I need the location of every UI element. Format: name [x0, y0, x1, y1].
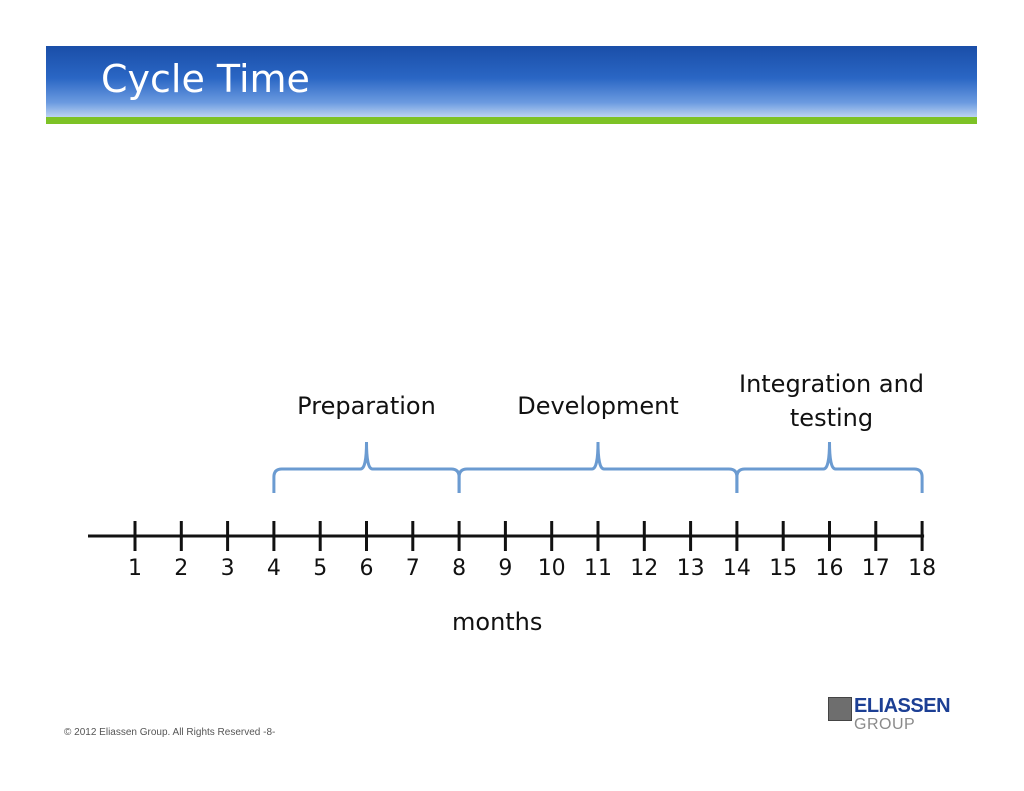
- tick-label-5: 5: [313, 556, 328, 581]
- tick-label-6: 6: [359, 556, 374, 581]
- tick-label-8: 8: [452, 556, 467, 581]
- axis-label-months: months: [452, 608, 543, 636]
- phase-label-2: Development: [517, 392, 679, 420]
- tick-label-11: 11: [584, 556, 612, 581]
- slide-title: Cycle Time: [101, 57, 310, 101]
- phase-braces: [272, 441, 924, 493]
- phase-label-1: Preparation: [297, 392, 436, 420]
- tick-label-7: 7: [405, 556, 420, 581]
- tick-label-4: 4: [266, 556, 281, 581]
- phase-label-3: Integration and testing: [738, 370, 925, 432]
- tick-label-2: 2: [174, 556, 189, 581]
- logo-name: ELIASSEN: [854, 695, 951, 717]
- tick-label-9: 9: [498, 556, 513, 581]
- tick-label-3: 3: [220, 556, 235, 581]
- tick-label-18: 18: [908, 556, 937, 581]
- tick-label-10: 10: [537, 556, 566, 581]
- tick-label-12: 12: [630, 556, 659, 581]
- phase-brace-3: [735, 441, 924, 493]
- header-accent-stripe: [46, 117, 977, 124]
- phase-brace-1: [272, 441, 461, 493]
- tick-label-16: 16: [815, 556, 844, 581]
- slide-header-bar: [46, 46, 977, 117]
- timeline-ticks: [133, 521, 924, 551]
- tick-label-15: 15: [769, 556, 798, 581]
- eliassen-group-logo: ELIASSEN GROUP: [828, 695, 968, 739]
- tick-label-14: 14: [722, 556, 751, 581]
- tick-label-1: 1: [128, 556, 142, 581]
- phase-brace-2: [457, 441, 739, 493]
- logo-subname: GROUP: [854, 716, 916, 733]
- tick-label-17: 17: [861, 556, 890, 581]
- logo-portrait-icon: [828, 697, 852, 721]
- tick-label-13: 13: [676, 556, 705, 581]
- footer-copyright: © 2012 Eliassen Group. All Rights Reserv…: [64, 727, 276, 738]
